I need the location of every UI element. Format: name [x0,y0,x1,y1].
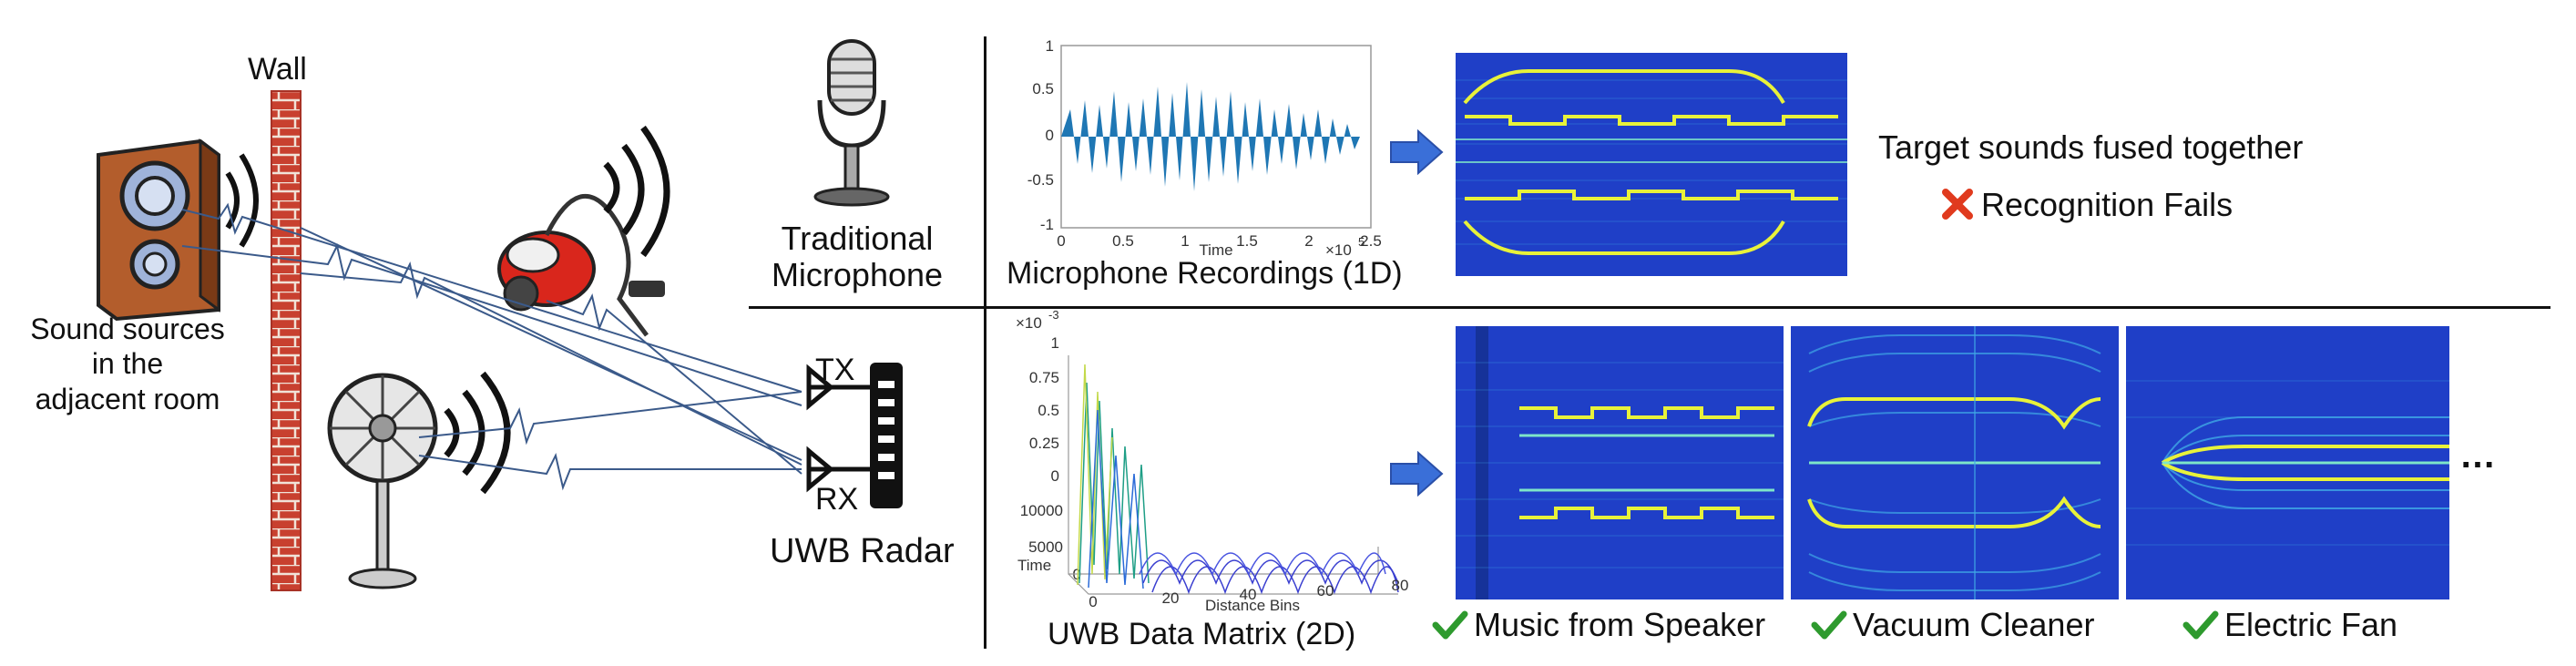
waveform-signal [1061,82,1360,191]
ellipsis: … [2459,435,2496,476]
arrow-icon [1390,129,1444,175]
bin-tick-3: 40 [1240,586,1257,603]
wave-ytick-2: 0.5 [1032,80,1054,97]
uwb-matrix-surface [1077,364,1399,595]
check-icon [1432,610,1468,640]
wave-ytick-3: 0 [1046,127,1054,144]
wave-xtick-4: 1.5 [1236,232,1258,250]
z-tick-5: 0 [1051,467,1059,485]
waveform-caption: Microphone Recordings (1D) [1007,256,1403,291]
time-tick-2: 5000 [1028,538,1063,556]
radar-signal-rays [181,202,802,491]
wave-xtick-2: 0.5 [1112,232,1134,250]
waveform-plot: 1 0.5 0 -0.5 -1 0 0.5 1 1.5 2 2.5 Time ×… [1027,37,1382,255]
fan-spectrogram [2126,326,2449,599]
wave-x-exponent: 5 [1358,235,1365,249]
uwb-radar-label: UWB Radar [770,532,955,570]
check-icon [2182,610,2219,640]
output-label-fan: Electric Fan [2224,606,2398,643]
scene-illustration [97,90,903,591]
sound-sources-line1: Sound sources [30,313,225,345]
sound-sources-label: Sound sources in the adjacent room [27,312,228,416]
z-tick-2: 0.75 [1029,369,1059,386]
result-fails-text: Recognition Fails [1981,186,2234,223]
bin-tick-2: 20 [1162,589,1180,607]
wave-ytick-1: 1 [1046,37,1054,55]
check-icon [1811,610,1847,640]
sound-sources-line3: adjacent room [35,382,220,415]
arrow-icon [1390,451,1444,497]
electric-fan-icon [327,371,511,589]
uwb-matrix-caption: UWB Data Matrix (2D) [1048,617,1356,651]
output-label-vacuum: Vacuum Cleaner [1853,606,2095,643]
output-label-speaker: Music from Speaker [1474,606,1766,643]
speaker-icon [97,138,259,322]
result-fused-text: Target sounds fused together [1878,128,2304,166]
uwb-radar-icon [806,363,903,508]
time-axis-label: Time [1017,557,1051,574]
z-tick-1: 1 [1051,334,1059,352]
wall-label: Wall [248,52,307,87]
z-tick-3: 0.5 [1038,402,1059,419]
bin-tick-4: 60 [1317,582,1334,599]
z-tick-4: 0.25 [1029,435,1059,452]
tx-label: TX [815,353,855,387]
fused-spectrogram [1456,53,1847,276]
bin-tick-5: 80 [1392,577,1409,594]
vertical-divider [984,36,986,649]
z-multiplier: ×10 [1016,314,1042,332]
wave-ytick-5: -1 [1040,216,1054,233]
traditional-microphone-label: Traditional Microphone [752,220,962,294]
mic-label-line2: Microphone [771,256,944,294]
brick-wall [271,90,302,591]
vacuum-spectrogram [1791,326,2119,599]
cross-icon [1942,189,1973,220]
z-exponent: -3 [1048,310,1059,322]
vacuum-cleaner-icon [497,125,670,337]
rx-label: RX [815,482,859,517]
wave-xtick-1: 0 [1057,232,1065,250]
microphone-icon [813,39,890,207]
wave-xtick-3: 1 [1181,232,1189,250]
uwb-matrix-plot: ×10 -3 1 0.75 0.5 0.25 0 10000 5000 0 Ti… [1016,310,1409,610]
speaker-spectrogram [1456,326,1784,599]
wave-xtick-6: 2.5 [1360,232,1382,250]
bin-tick-1: 0 [1089,593,1097,610]
wave-xlabel: Time [1199,241,1232,255]
bin-axis-label: Distance Bins [1205,597,1300,610]
time-tick-1: 10000 [1020,502,1063,519]
wave-x-multiplier: ×10 [1325,241,1352,255]
mic-label-line1: Traditional [781,220,934,257]
horizontal-divider [749,306,2550,309]
wave-ytick-4: -0.5 [1027,171,1054,189]
sound-sources-line2: in the [91,347,164,381]
wave-xtick-5: 2 [1304,232,1313,250]
